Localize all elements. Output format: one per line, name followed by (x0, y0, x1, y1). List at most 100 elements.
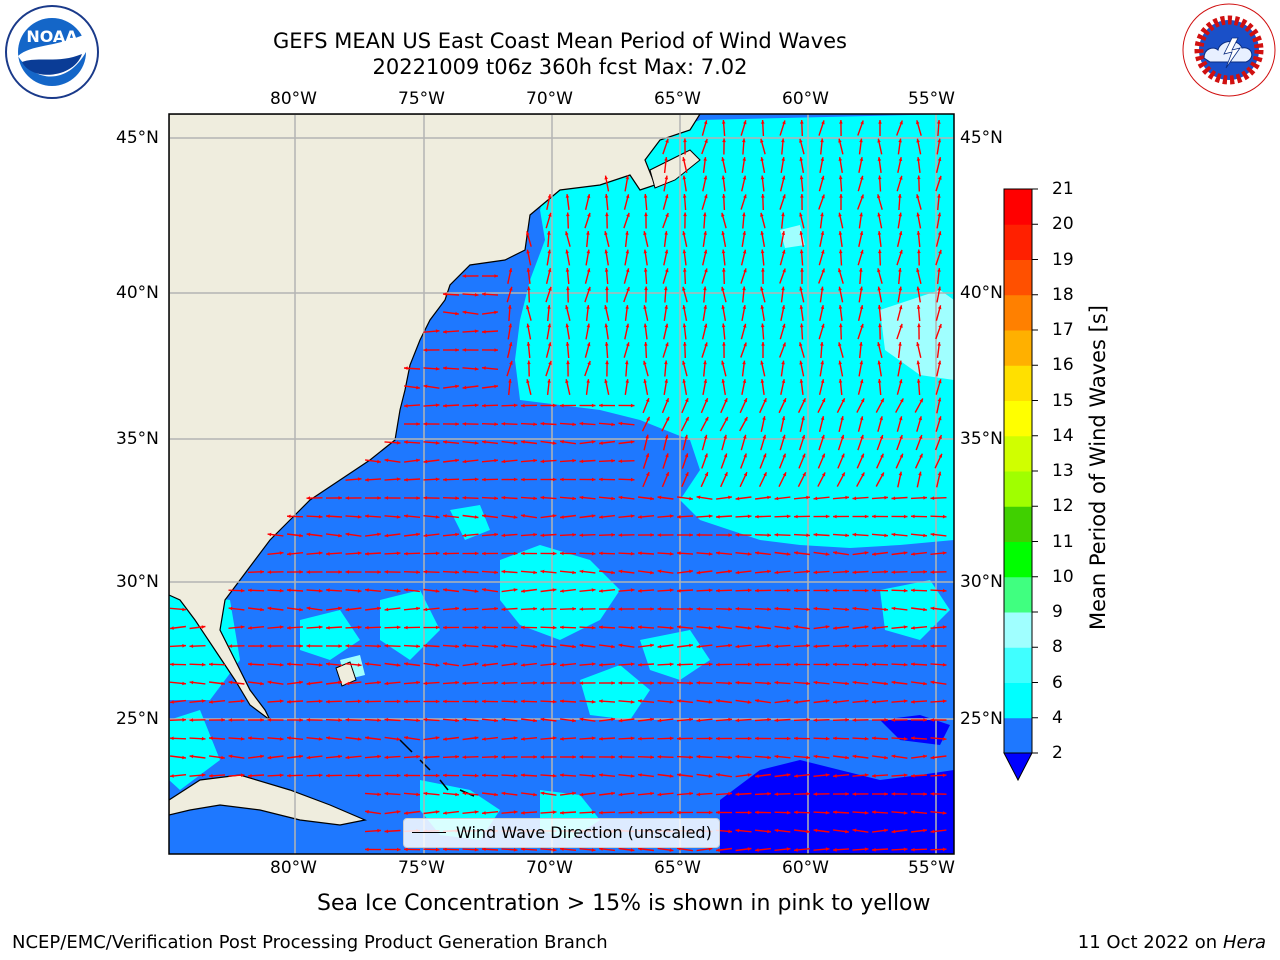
wind-wave-arrow-head (782, 398, 786, 403)
wind-wave-arrow-head (435, 367, 440, 371)
wind-wave-arrow-head (423, 717, 428, 722)
wind-wave-arrow-head (891, 644, 896, 648)
wind-wave-arrow-head (326, 736, 330, 740)
wind-wave-arrow-head (930, 496, 935, 500)
wind-wave-arrow-head (923, 828, 927, 833)
wind-wave-arrow-head (650, 533, 654, 537)
wind-wave-arrow-head (841, 453, 845, 458)
wind-wave-arrow-head (526, 231, 530, 236)
wind-wave-arrow-head (435, 551, 440, 556)
wind-wave-arrow-head (728, 717, 732, 722)
wind-wave-arrow-head (443, 440, 447, 444)
wind-wave-arrow-head (782, 268, 786, 273)
wind-wave-arrow-head (201, 662, 206, 667)
wind-wave-arrow-head (664, 360, 668, 365)
wind-wave-arrow-head (767, 495, 771, 500)
wind-wave-arrow-head (657, 792, 662, 797)
wind-wave-arrow-head (677, 589, 681, 593)
wind-wave-arrow-head (703, 286, 707, 291)
wind-wave-arrow-head (599, 847, 603, 851)
wind-wave-arrow-head (482, 292, 486, 296)
wind-wave-arrow-head (916, 138, 920, 143)
colorbar (1003, 188, 1038, 782)
wind-wave-arrow-head (742, 157, 746, 161)
wind-wave-arrow-head (781, 360, 785, 365)
wind-wave-arrow-head (494, 422, 498, 426)
wind-wave-arrow-head (435, 699, 440, 704)
wind-wave-arrow-head (501, 569, 506, 574)
wind-wave-arrow-head (579, 495, 584, 500)
wind-wave-arrow-head (911, 588, 915, 593)
wind-wave-arrow-head (898, 268, 902, 272)
wind-wave-arrow-head (937, 397, 942, 402)
wind-wave-arrow-head (618, 718, 623, 723)
lon-label-bottom-55w: 55°W (908, 858, 955, 878)
wind-wave-arrow-head (513, 699, 518, 704)
colorbar-segment (1004, 330, 1032, 366)
wind-wave-arrow-head (899, 120, 903, 125)
wind-wave-arrow-head (864, 551, 869, 555)
wind-wave-arrow-head (560, 477, 564, 482)
wind-wave-arrow-head (638, 625, 642, 629)
wind-wave-arrow-head (696, 792, 701, 797)
wind-wave-arrow-head (664, 231, 668, 235)
wind-wave-arrow-head (682, 323, 687, 328)
wind-wave-arrow-head (377, 496, 381, 500)
wind-wave-arrow-head (625, 360, 629, 365)
wind-wave-arrow-head (781, 249, 786, 254)
wind-wave-arrow-head (716, 551, 720, 555)
wind-wave-arrow-head (708, 847, 713, 851)
wind-wave-arrow-head (747, 847, 752, 851)
wind-wave-arrow-head (443, 699, 447, 704)
wind-wave-arrow-head (611, 791, 615, 796)
wind-wave-arrow-head (782, 120, 786, 125)
wind-wave-arrow-head (761, 342, 765, 346)
lat-label-right-30n: 30°N (960, 572, 1003, 592)
wind-wave-arrow-head (455, 348, 459, 352)
wind-wave-arrow-head (587, 212, 591, 217)
wind-wave-arrow-head (365, 588, 369, 592)
wind-wave-arrow-head (540, 681, 545, 685)
colorbar-tick-label: 16 (1052, 355, 1074, 376)
wind-wave-arrow-head (650, 681, 654, 685)
wind-wave-arrow-head (657, 755, 662, 759)
wind-wave-arrow-head (201, 773, 206, 777)
colorbar-tick-label: 4 (1052, 707, 1063, 728)
wind-wave-arrow-head (708, 810, 713, 815)
wind-wave-arrow-head (650, 643, 654, 648)
wind-wave-arrow-head (209, 700, 213, 704)
wind-wave-arrow-head (443, 588, 447, 592)
wind-wave-arrow-head (494, 681, 498, 685)
wind-wave-arrow-head (560, 737, 564, 741)
wind-wave-arrow-head (396, 810, 401, 814)
wind-wave-arrow-head (591, 514, 596, 518)
wind-wave-arrow-head (618, 495, 623, 500)
wind-wave-arrow-head (494, 496, 498, 500)
wind-wave-arrow-head (813, 644, 818, 649)
wind-wave-arrow-head (552, 477, 557, 482)
wind-wave-arrow-head (696, 681, 701, 685)
wind-wave-arrow-head (696, 533, 701, 537)
wind-wave-arrow-head (685, 398, 689, 403)
wind-wave-arrow-head (287, 773, 291, 778)
wind-wave-arrow-head (665, 213, 669, 217)
wind-wave-arrow-head (728, 791, 732, 796)
wind-wave-arrow-head (845, 829, 849, 834)
wind-wave-arrow-head (838, 305, 843, 309)
wind-wave-arrow-head (891, 496, 896, 501)
wind-wave-arrow-head (813, 496, 818, 501)
wind-wave-arrow-head (743, 472, 747, 477)
wind-wave-arrow-head (318, 699, 323, 704)
wind-wave-arrow-head (794, 700, 798, 704)
wind-wave-arrow-head (916, 268, 920, 273)
wind-wave-arrow-head (591, 848, 596, 852)
wind-wave-arrow-head (704, 416, 709, 421)
wind-wave-arrow-head (923, 718, 927, 722)
wind-wave-arrow-head (326, 626, 330, 630)
wind-wave-arrow-head (665, 453, 669, 458)
wind-wave-arrow-head (937, 305, 942, 310)
wind-wave-arrow-head (782, 472, 787, 477)
wind-wave-arrow-head (626, 287, 630, 291)
wind-wave-arrow-head (267, 644, 272, 648)
wind-wave-arrow-head (533, 422, 537, 426)
